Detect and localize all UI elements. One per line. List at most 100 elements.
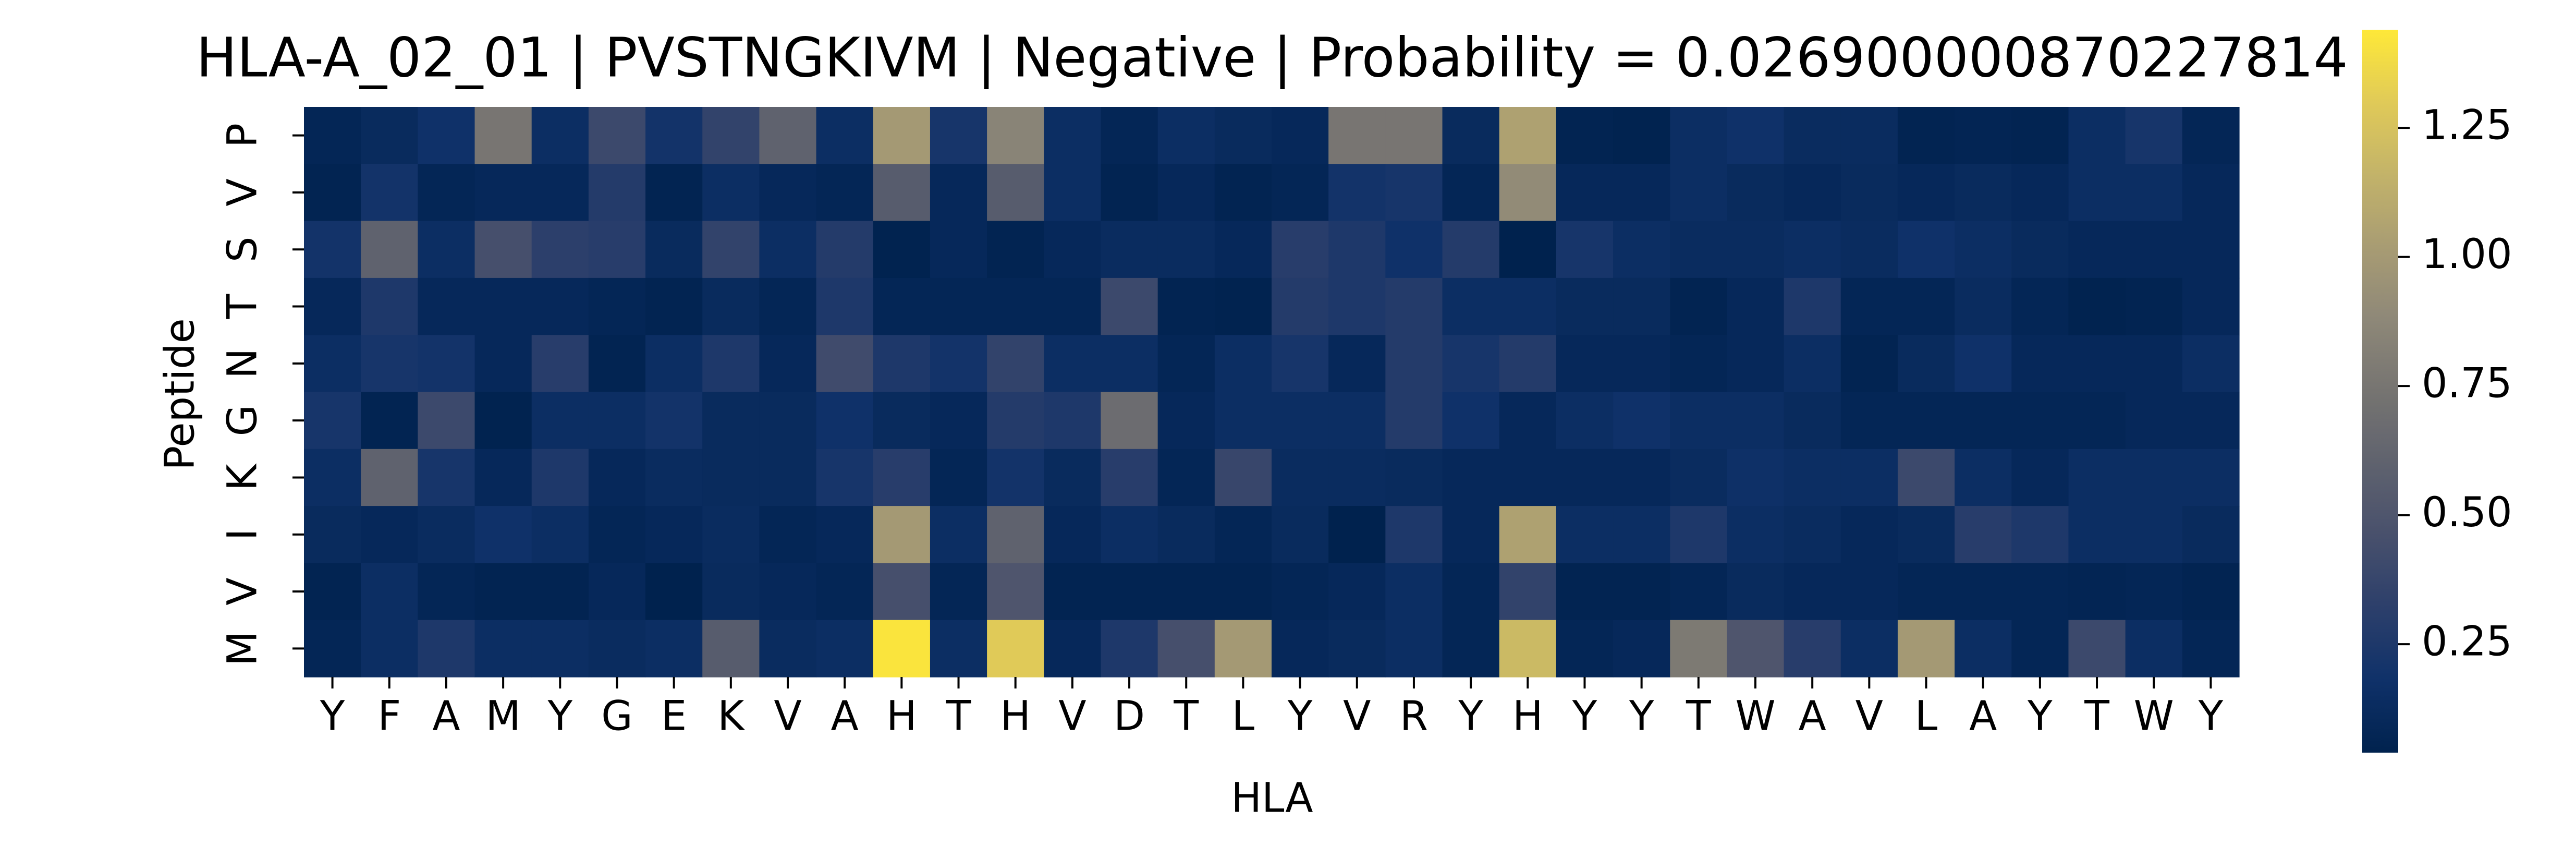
heatmap-cell (1385, 221, 1443, 279)
heatmap-cell (1272, 164, 1329, 222)
heatmap-cell (531, 449, 589, 506)
heatmap-cell (2068, 164, 2126, 222)
heatmap-cell (474, 392, 532, 450)
heatmap-cell (1101, 335, 1158, 393)
heatmap-cell (1784, 221, 1841, 279)
heatmap-cell (1556, 506, 1614, 563)
x-tick-label: T (2084, 693, 2109, 740)
heatmap-cell (987, 392, 1044, 450)
y-axis-label: Peptide (156, 318, 203, 470)
heatmap-cell (1784, 449, 1841, 506)
heatmap-cell (1214, 563, 1272, 621)
heatmap-cell (474, 506, 532, 563)
x-tick-label: Y (2027, 693, 2053, 740)
heatmap-cell (702, 449, 760, 506)
heatmap-cell (1272, 449, 1329, 506)
heatmap-cell (304, 107, 361, 164)
heatmap-cell (1272, 221, 1329, 279)
heatmap-cell (474, 335, 532, 393)
heatmap-cell (1442, 164, 1500, 222)
heatmap-cell (759, 335, 817, 393)
heatmap-cell (1897, 164, 1955, 222)
heatmap-cell (361, 449, 418, 506)
heatmap-cell (1955, 563, 2012, 621)
heatmap-cell (1727, 620, 1785, 678)
heatmap-cell (702, 164, 760, 222)
chart-title: HLA-A_02_01 | PVSTNGKIVM | Negative | Pr… (196, 26, 2348, 89)
heatmap-cell (645, 449, 703, 506)
heatmap-cell (588, 392, 646, 450)
heatmap-cell (873, 506, 931, 563)
heatmap-cell (474, 449, 532, 506)
heatmap-cell (2011, 563, 2069, 621)
heatmap-cell (702, 563, 760, 621)
heatmap-cell (2182, 164, 2240, 222)
heatmap-cell (304, 335, 361, 393)
heatmap-cell (2182, 221, 2240, 279)
heatmap-cell (1670, 506, 1728, 563)
heatmap-cell (304, 277, 361, 335)
heatmap-cell (1385, 277, 1443, 335)
heatmap-cell (474, 164, 532, 222)
heatmap-cell (361, 620, 418, 678)
heatmap-cell (816, 620, 874, 678)
heatmap-cell (1499, 620, 1557, 678)
heatmap-cell (2182, 449, 2240, 506)
heatmap-cell (2182, 277, 2240, 335)
heatmap-cell (1272, 107, 1329, 164)
y-tick-label: I (219, 528, 266, 540)
heatmap-cell (1385, 449, 1443, 506)
heatmap-cell (1727, 107, 1785, 164)
heatmap-cell (2011, 221, 2069, 279)
heatmap-cell (1499, 563, 1557, 621)
heatmap-cell (645, 277, 703, 335)
heatmap-cell (1214, 335, 1272, 393)
heatmap-cell (418, 506, 475, 563)
x-tick-label: D (1114, 693, 1145, 740)
heatmap-cell (1101, 563, 1158, 621)
heatmap-cell (1328, 449, 1386, 506)
heatmap-cell (1670, 221, 1728, 279)
x-tick-label: H (1000, 693, 1031, 740)
heatmap-cell (1328, 335, 1386, 393)
heatmap-cell (1613, 335, 1670, 393)
heatmap-cell (759, 620, 817, 678)
x-tick-label: V (774, 693, 801, 740)
heatmap-cell (1328, 392, 1386, 450)
heatmap-cell (1442, 335, 1500, 393)
heatmap-cell (1556, 107, 1614, 164)
heatmap-cell (645, 107, 703, 164)
heatmap-cell (304, 563, 361, 621)
heatmap-cell (702, 392, 760, 450)
heatmap-cell (1499, 335, 1557, 393)
heatmap-cell (1784, 277, 1841, 335)
x-tick-label: L (1915, 693, 1938, 740)
heatmap-cell (531, 164, 589, 222)
heatmap-cell (1613, 392, 1670, 450)
colorbar-tick-label: 0.25 (2422, 619, 2512, 666)
heatmap-cell (1044, 563, 1102, 621)
heatmap-cell (474, 277, 532, 335)
heatmap-cell (1157, 164, 1215, 222)
x-tick-label: V (1855, 693, 1883, 740)
heatmap-cell (1101, 392, 1158, 450)
heatmap-cell (1727, 506, 1785, 563)
x-tick-label: Y (1629, 693, 1654, 740)
heatmap-cell (1670, 335, 1728, 393)
heatmap-cell (2068, 107, 2126, 164)
heatmap-cell (531, 107, 589, 164)
heatmap-cell (2125, 221, 2183, 279)
heatmap-cell (2125, 392, 2183, 450)
heatmap-cell (1556, 563, 1614, 621)
heatmap-cell (2068, 563, 2126, 621)
heatmap-cell (1784, 392, 1841, 450)
x-tick-label: E (661, 693, 687, 740)
heatmap-cell (1328, 620, 1386, 678)
heatmap-cell (588, 563, 646, 621)
heatmap-cell (2068, 506, 2126, 563)
heatmap-cell (873, 335, 931, 393)
heatmap-cell (987, 563, 1044, 621)
heatmap-cell (930, 277, 987, 335)
x-tick-label: G (601, 693, 632, 740)
